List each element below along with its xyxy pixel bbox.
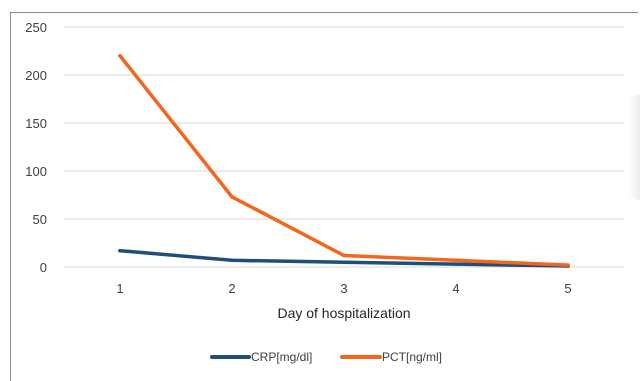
data-point — [230, 258, 234, 263]
x-tick-labels: 1 2 3 4 5 — [116, 281, 571, 296]
data-point — [342, 253, 346, 258]
data-point — [454, 262, 458, 266]
legend-label: CRP[mg/dl] — [251, 350, 312, 364]
data-point — [118, 54, 122, 58]
legend: CRP[mg/dl] PCT[ng/ml] — [210, 350, 442, 364]
x-tick-label: 5 — [564, 281, 571, 296]
data-point — [342, 260, 346, 265]
series-line-2 — [118, 54, 570, 267]
y-tick-label: 100 — [25, 164, 47, 179]
data-point — [454, 258, 458, 263]
x-tick-label: 2 — [228, 281, 235, 296]
x-tick-label: 3 — [340, 281, 347, 296]
y-tick-label: 0 — [40, 260, 47, 275]
legend-label: PCT[ng/ml] — [382, 350, 442, 364]
x-tick-label: 1 — [116, 281, 123, 296]
gridlines — [64, 26, 624, 268]
chart-frame — [10, 12, 638, 381]
y-tick-label: 200 — [25, 68, 47, 83]
data-point — [118, 248, 122, 253]
data-point — [230, 195, 234, 199]
data-point — [566, 263, 570, 267]
y-tick-labels: 0 50 100 150 200 250 — [25, 20, 47, 275]
y-tick-label: 250 — [25, 20, 47, 35]
edge-shadow — [628, 95, 640, 200]
y-tick-label: 50 — [33, 212, 47, 227]
x-tick-label: 4 — [452, 281, 459, 296]
y-tick-label: 150 — [25, 116, 47, 131]
x-axis-title: Day of hospitalization — [277, 305, 410, 321]
series-lines — [118, 54, 570, 268]
